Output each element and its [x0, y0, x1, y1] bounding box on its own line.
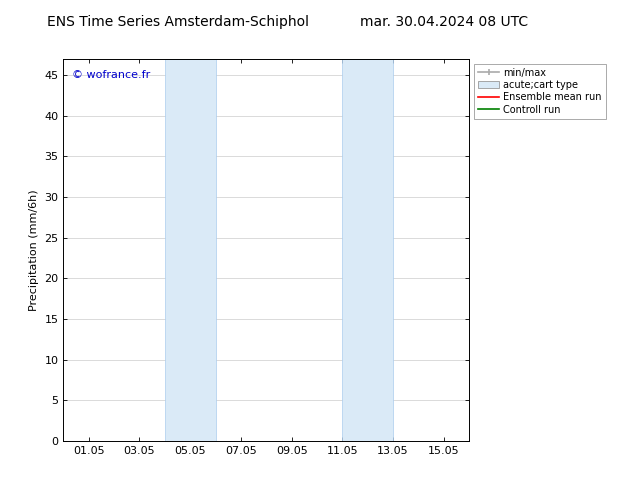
Text: mar. 30.04.2024 08 UTC: mar. 30.04.2024 08 UTC: [359, 15, 528, 29]
Legend: min/max, acute;cart type, Ensemble mean run, Controll run: min/max, acute;cart type, Ensemble mean …: [474, 64, 605, 119]
Bar: [165, 59, 216, 441]
Bar: [342, 59, 393, 441]
Y-axis label: Precipitation (mm/6h): Precipitation (mm/6h): [29, 189, 39, 311]
Text: ENS Time Series Amsterdam-Schiphol: ENS Time Series Amsterdam-Schiphol: [46, 15, 309, 29]
Text: © wofrance.fr: © wofrance.fr: [72, 70, 150, 80]
